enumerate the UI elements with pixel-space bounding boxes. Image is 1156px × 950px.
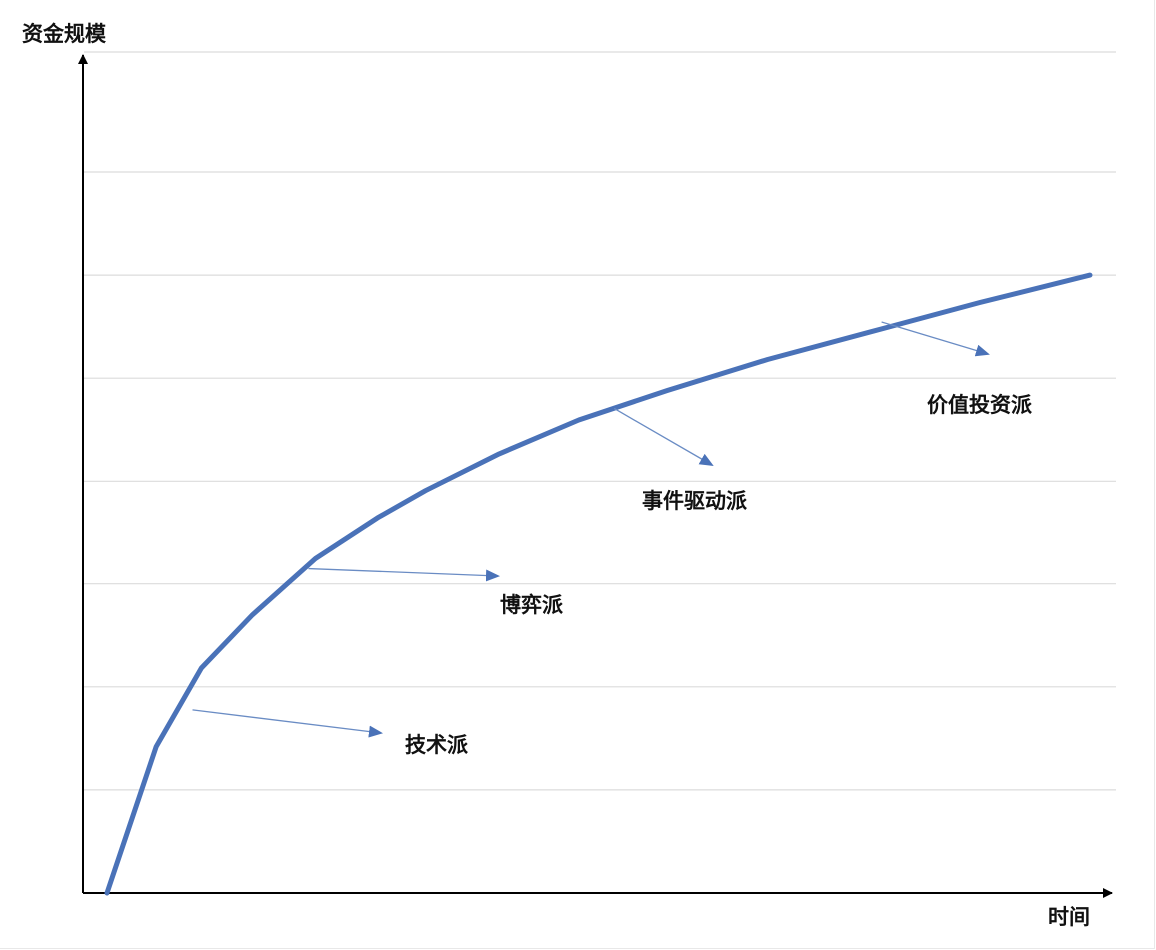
annotation-label-2: 事件驱动派	[642, 489, 748, 513]
annotation-arrow-0	[192, 709, 383, 738]
axes	[78, 54, 1113, 898]
annotation-layer: 技术派 博弈派 事件驱动派 价值投资派	[192, 321, 1033, 757]
annotation-arrow-3	[881, 321, 990, 357]
annotation-arrow-2	[613, 407, 714, 467]
annotation-label-0: 技术派	[405, 733, 469, 757]
gridlines	[84, 51, 1116, 791]
annotation-label-3: 价值投资派	[927, 393, 1033, 417]
growth-curve	[104, 272, 1093, 896]
y-axis-title: 资金规模	[22, 22, 107, 46]
series-layer	[104, 272, 1093, 896]
annotation-label-1: 博弈派	[500, 593, 564, 617]
annotation-arrow-1	[308, 567, 500, 582]
x-axis-title: 时间	[1048, 905, 1090, 929]
